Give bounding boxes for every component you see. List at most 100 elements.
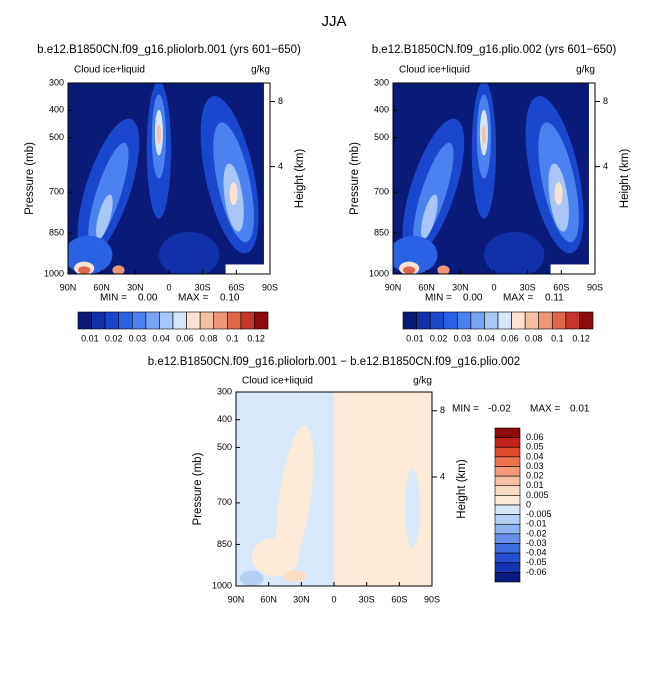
variable-name: Cloud ice+liquid [242,376,313,387]
y2-tick-label: 4 [278,161,283,171]
colorbar-label: 0.1 [226,333,239,343]
colorbar-box [470,311,485,330]
contour-fill [112,265,125,274]
y-tick-label: 850 [374,227,389,237]
colorbar-box [240,311,255,330]
colorbar-label: -0.01 [526,519,547,529]
x-tick-label: 90N [385,282,402,292]
colorbar-box [494,466,521,477]
units: g/kg [251,65,270,76]
x-tick-label: 0 [331,594,336,604]
colorbar-label: 0.02 [430,333,448,343]
x-tick-label: 60N [260,594,277,604]
x-tick-label: 60S [391,594,407,604]
x-tick-label: 60S [228,282,244,292]
colorbar-box [494,437,521,448]
colorbar-box [254,311,269,330]
x-tick-label: 30N [127,282,144,292]
colorbar-box [484,311,499,330]
y2-tick-label: 8 [440,405,445,415]
colorbar-box [159,311,174,330]
y-tick-label: 400 [49,105,64,115]
colorbar-box [494,562,521,573]
colorbar-label: 0.12 [572,333,590,343]
colorbar-box [524,311,540,330]
contour-field [68,83,270,274]
colorbar-box [494,446,521,458]
y-tick-label: 500 [374,132,389,142]
colorbar-box [172,311,187,330]
colorbar-box [497,311,512,330]
stat-max-label: MAX = [530,404,560,415]
colorbar-box [494,514,521,525]
y-tick-label: 300 [49,77,64,87]
colorbar-box [494,572,521,583]
stat-min-label: MIN = [425,293,452,304]
contour-fill [404,469,421,548]
colorbar-label: 0.01 [81,333,99,343]
colorbar-box [443,311,458,330]
y2-axis-label: Height (km) [456,459,468,519]
y-axis-label: Pressure (mb) [349,142,361,215]
x-tick-label: 90S [587,282,603,292]
y-tick-label: 300 [217,386,232,396]
y2-tick-label: 8 [278,96,283,106]
colorbar-label: 0.005 [526,490,549,500]
x-tick-label: 60N [418,282,435,292]
colorbar-label: 0.01 [526,480,544,490]
contour-fill [156,125,161,145]
contour-fill [263,83,270,274]
colorbar-label: 0.06 [526,432,544,442]
panel-title: b.e12.B1850CN.f09_g16.plio.002 (yrs 601−… [372,44,617,56]
colorbar-box [494,495,521,506]
colorbar-box [494,485,521,496]
contour-fill [550,264,595,274]
variable-name: Cloud ice+liquid [399,65,470,76]
colorbar-label: 0.06 [501,333,519,343]
x-tick-label: 90S [424,594,440,604]
contour-fill [229,182,238,206]
contour-field [393,83,595,274]
y2-tick-label: 4 [440,471,445,481]
stat-min: 0.00 [463,293,483,304]
x-tick-label: 60S [553,282,569,292]
colorbar-label: -0.005 [526,509,552,519]
variable-name: Cloud ice+liquid [74,65,145,76]
contour-field [236,392,432,586]
contour-fill [158,231,220,274]
contour-fill [421,194,438,239]
colorbar-box [511,311,526,330]
stat-min: 0.00 [138,293,158,304]
colorbar-box [77,311,92,330]
colorbar-box [494,523,521,535]
stat-max-label: MAX = [503,293,533,304]
x-tick-label: 0 [166,282,171,292]
colorbar-box [226,311,242,330]
x-tick-label: 90N [60,282,77,292]
colorbar-label: 0.03 [454,333,472,343]
x-tick-label: 30S [195,282,211,292]
x-tick-label: 30N [452,282,469,292]
contour-fill [236,421,256,538]
y-axis-label: Pressure (mb) [24,142,36,215]
colorbar-box [494,533,521,544]
x-tick-label: 90S [262,282,278,292]
stat-min: -0.02 [488,404,511,415]
stat-max: 0.10 [220,293,240,304]
colorbar-box [494,427,521,438]
x-tick-label: 30S [359,594,375,604]
colorbar-label: -0.03 [526,538,547,548]
contour-fill [554,182,563,206]
y2-axis-label: Height (km) [294,149,306,209]
colorbar-box [494,504,521,515]
contour-fill [78,266,91,274]
colorbar-box [131,311,147,330]
colorbar-box [145,311,160,330]
colorbar-label: 0.04 [477,333,495,343]
contour-fill [588,83,595,274]
colorbar-label: 0.04 [152,333,170,343]
colorbar-box [213,311,228,330]
colorbar-label: 0.12 [247,333,265,343]
colorbar-box [494,543,521,554]
colorbar-label: 0.01 [406,333,424,343]
